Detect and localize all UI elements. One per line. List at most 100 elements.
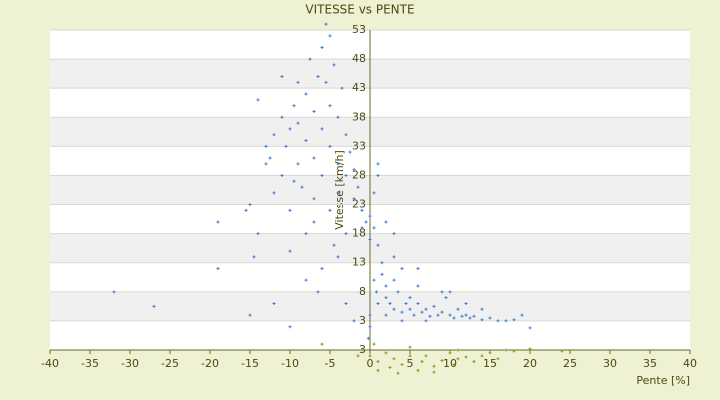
point bbox=[472, 314, 476, 318]
x-tick-label: -25 bbox=[161, 357, 179, 370]
y-tick-label: 23 bbox=[352, 198, 366, 211]
y-tick-label: 38 bbox=[352, 110, 366, 123]
x-tick-label: 10 bbox=[443, 357, 457, 370]
point bbox=[356, 185, 360, 189]
point bbox=[560, 349, 564, 353]
point bbox=[320, 127, 324, 131]
point bbox=[408, 354, 412, 358]
y-tick-label: 48 bbox=[352, 52, 366, 65]
point bbox=[416, 301, 420, 305]
point bbox=[452, 363, 456, 367]
point bbox=[384, 313, 388, 317]
point bbox=[488, 351, 492, 355]
point bbox=[384, 220, 388, 224]
point bbox=[456, 357, 460, 361]
point bbox=[292, 179, 296, 183]
point bbox=[336, 162, 340, 166]
point bbox=[392, 232, 396, 236]
point bbox=[332, 63, 336, 67]
point bbox=[424, 307, 428, 311]
point bbox=[272, 191, 276, 195]
point bbox=[420, 360, 424, 364]
point bbox=[448, 313, 452, 317]
x-axis-title: Pente [%] bbox=[636, 374, 690, 387]
point bbox=[280, 173, 284, 177]
point bbox=[312, 156, 316, 160]
point bbox=[352, 319, 356, 323]
point bbox=[376, 301, 380, 305]
point bbox=[336, 115, 340, 119]
point bbox=[216, 220, 220, 224]
point bbox=[436, 313, 440, 317]
point bbox=[256, 98, 260, 102]
x-tick-label: 0 bbox=[367, 357, 374, 370]
point bbox=[468, 316, 472, 320]
point bbox=[324, 22, 328, 26]
point bbox=[312, 109, 316, 113]
point bbox=[264, 144, 268, 148]
point bbox=[284, 144, 288, 148]
x-tick-label: 30 bbox=[603, 357, 617, 370]
point bbox=[316, 75, 320, 79]
point bbox=[384, 284, 388, 288]
point bbox=[412, 313, 416, 317]
point bbox=[368, 214, 372, 218]
point bbox=[368, 237, 372, 241]
point bbox=[504, 319, 508, 323]
point bbox=[152, 304, 156, 308]
point bbox=[408, 296, 412, 300]
point bbox=[352, 197, 356, 201]
point bbox=[352, 168, 356, 172]
point bbox=[368, 354, 372, 358]
point bbox=[320, 267, 324, 271]
point bbox=[376, 368, 380, 372]
point bbox=[304, 278, 308, 282]
point bbox=[416, 267, 420, 271]
point bbox=[440, 310, 444, 314]
point bbox=[404, 301, 408, 305]
point bbox=[460, 314, 464, 318]
x-tick-label: -40 bbox=[41, 357, 59, 370]
point bbox=[440, 290, 444, 294]
point bbox=[480, 318, 484, 322]
point bbox=[288, 208, 292, 212]
y-tick-label: 53 bbox=[352, 23, 366, 36]
point bbox=[464, 355, 468, 359]
point bbox=[332, 243, 336, 247]
point bbox=[374, 290, 378, 294]
point bbox=[320, 45, 324, 49]
x-tick-label: -20 bbox=[201, 357, 219, 370]
point bbox=[380, 261, 384, 265]
point bbox=[340, 86, 344, 90]
point bbox=[292, 104, 296, 108]
point bbox=[320, 173, 324, 177]
point bbox=[376, 162, 380, 166]
point bbox=[456, 307, 460, 311]
x-tick-label: -35 bbox=[81, 357, 99, 370]
point bbox=[272, 133, 276, 137]
point bbox=[328, 104, 332, 108]
point bbox=[392, 255, 396, 259]
point bbox=[320, 342, 324, 346]
point bbox=[452, 316, 456, 320]
point bbox=[400, 267, 404, 271]
x-tick-label: -5 bbox=[325, 357, 336, 370]
point bbox=[456, 348, 460, 352]
y-tick-label: 43 bbox=[352, 81, 366, 94]
point bbox=[344, 173, 348, 177]
point bbox=[360, 348, 364, 352]
point bbox=[388, 365, 392, 369]
point bbox=[312, 197, 316, 201]
point bbox=[336, 191, 340, 195]
point bbox=[448, 351, 452, 355]
point bbox=[528, 347, 532, 351]
point bbox=[432, 304, 436, 308]
chart-title: VITESSE vs PENTE bbox=[305, 3, 414, 17]
x-tick-label: 40 bbox=[683, 357, 697, 370]
y-tick-label: 8 bbox=[359, 285, 366, 298]
point bbox=[264, 162, 268, 166]
point bbox=[372, 191, 376, 195]
point bbox=[496, 319, 500, 323]
point bbox=[428, 314, 432, 318]
point bbox=[512, 349, 516, 353]
